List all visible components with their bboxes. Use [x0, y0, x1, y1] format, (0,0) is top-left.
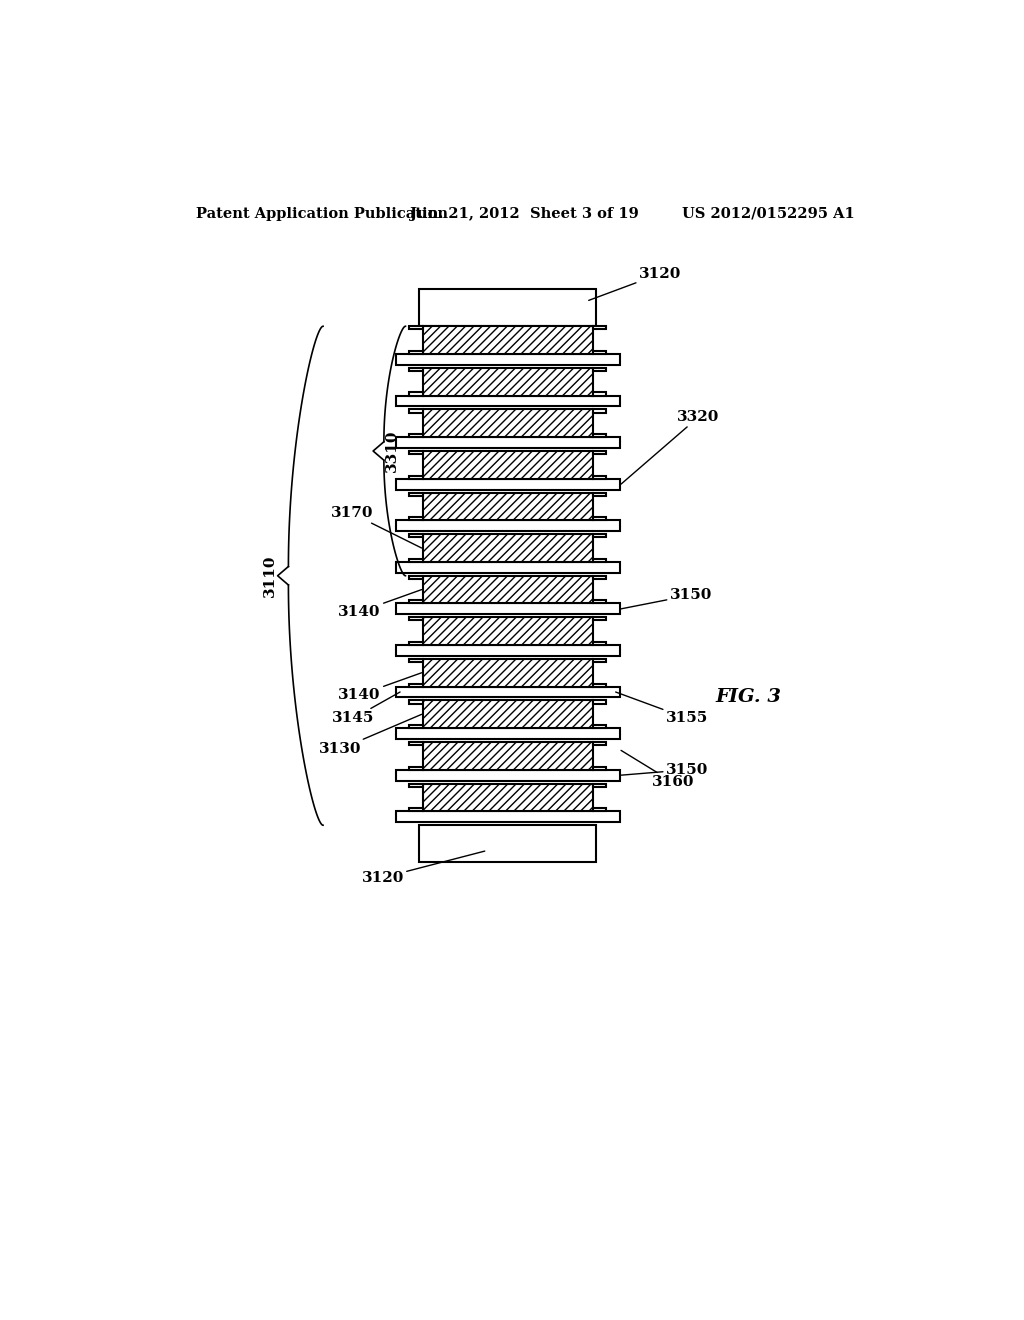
Bar	[396, 396, 620, 407]
Bar	[593, 701, 606, 704]
Bar	[410, 701, 423, 704]
Text: 3155: 3155	[615, 692, 708, 725]
Bar	[410, 601, 423, 603]
Bar	[396, 645, 620, 656]
Bar	[410, 434, 423, 437]
Text: Jun. 21, 2012  Sheet 3 of 19: Jun. 21, 2012 Sheet 3 of 19	[411, 207, 639, 220]
Bar	[410, 351, 423, 354]
Text: US 2012/0152295 A1: US 2012/0152295 A1	[682, 207, 854, 220]
Text: 3150: 3150	[621, 589, 712, 609]
Bar	[410, 326, 423, 330]
Text: 3320: 3320	[621, 411, 720, 484]
Bar	[423, 784, 593, 812]
Bar	[410, 784, 423, 787]
Text: 3145: 3145	[332, 692, 400, 725]
Bar	[423, 576, 593, 603]
Bar	[593, 742, 606, 744]
Bar	[410, 725, 423, 729]
Bar	[410, 742, 423, 744]
Bar	[396, 686, 620, 697]
Text: 3170: 3170	[331, 507, 422, 548]
Bar	[423, 326, 593, 354]
Bar	[396, 437, 620, 447]
Bar	[410, 492, 423, 496]
Bar	[410, 368, 423, 371]
Bar	[396, 729, 620, 739]
Bar	[593, 434, 606, 437]
Bar	[423, 368, 593, 396]
Bar	[410, 475, 423, 479]
Bar	[593, 684, 606, 686]
Bar	[423, 742, 593, 770]
Bar	[593, 409, 606, 412]
Text: 3150: 3150	[621, 763, 708, 776]
Bar	[396, 479, 620, 490]
Bar	[423, 409, 593, 437]
Bar	[410, 659, 423, 663]
Bar	[410, 767, 423, 770]
Bar	[396, 812, 620, 822]
Bar	[593, 392, 606, 396]
Bar	[593, 451, 606, 454]
Text: 3110: 3110	[263, 554, 276, 597]
Bar	[396, 520, 620, 531]
Bar	[410, 684, 423, 686]
Bar	[593, 808, 606, 812]
Text: 3160: 3160	[621, 750, 694, 789]
Bar	[410, 642, 423, 645]
Bar	[593, 326, 606, 330]
Bar	[423, 618, 593, 645]
Bar	[410, 392, 423, 396]
Bar	[593, 351, 606, 354]
Bar	[423, 701, 593, 729]
Bar	[396, 354, 620, 364]
Bar	[419, 289, 596, 326]
Bar	[593, 517, 606, 520]
Bar	[396, 562, 620, 573]
Bar	[593, 784, 606, 787]
Bar	[593, 558, 606, 562]
Bar	[396, 603, 620, 614]
Text: 3120: 3120	[361, 851, 484, 884]
Bar	[410, 535, 423, 537]
Bar	[593, 659, 606, 663]
Bar	[410, 409, 423, 412]
Bar	[410, 576, 423, 579]
Text: 3130: 3130	[319, 714, 422, 756]
Bar	[593, 642, 606, 645]
Bar	[423, 535, 593, 562]
Bar	[419, 825, 596, 862]
Bar	[593, 368, 606, 371]
Bar	[410, 618, 423, 620]
Bar	[593, 601, 606, 603]
Bar	[593, 618, 606, 620]
Bar	[410, 558, 423, 562]
Bar	[410, 808, 423, 812]
Bar	[423, 492, 593, 520]
Bar	[593, 725, 606, 729]
Text: 3140: 3140	[338, 590, 422, 619]
Text: 3140: 3140	[338, 673, 422, 702]
Bar	[423, 659, 593, 686]
Text: Patent Application Publication: Patent Application Publication	[196, 207, 449, 220]
Bar	[593, 535, 606, 537]
Text: 3310: 3310	[385, 430, 399, 473]
Bar	[410, 451, 423, 454]
Bar	[423, 451, 593, 479]
Bar	[593, 767, 606, 770]
Text: 3120: 3120	[589, 267, 681, 301]
Bar	[593, 475, 606, 479]
Bar	[410, 517, 423, 520]
Bar	[396, 770, 620, 780]
Text: FIG. 3: FIG. 3	[716, 689, 781, 706]
Bar	[593, 492, 606, 496]
Bar	[593, 576, 606, 579]
